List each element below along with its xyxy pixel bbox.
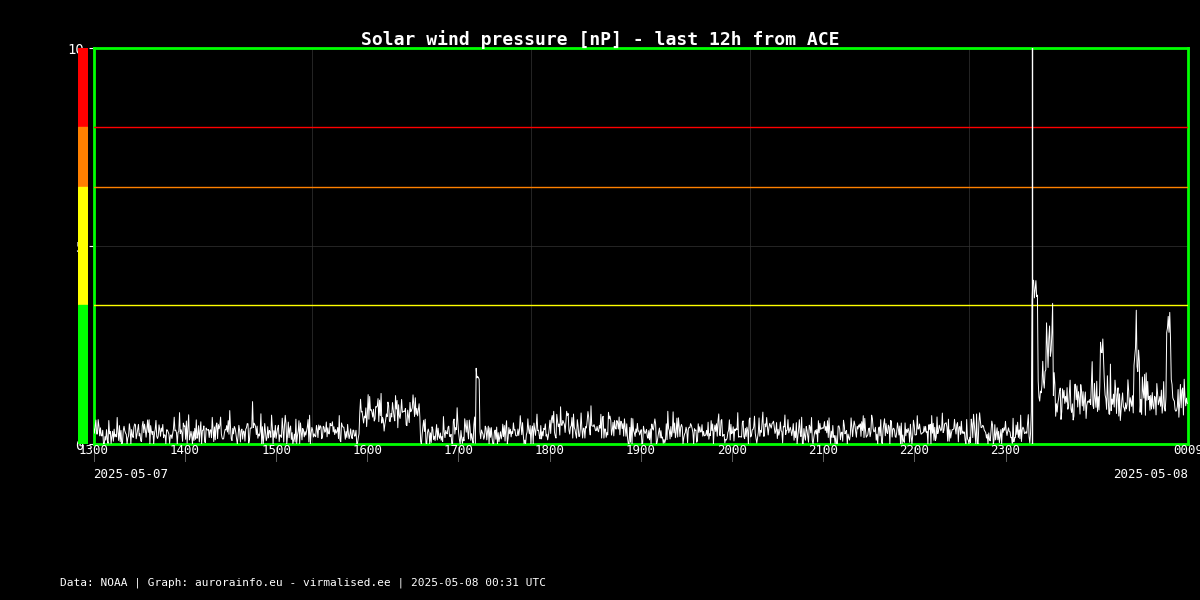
Text: 2000: 2000: [716, 444, 746, 457]
Text: 1400: 1400: [169, 444, 199, 457]
Bar: [78, 127, 88, 187]
Text: 2025-05-08: 2025-05-08: [1114, 468, 1188, 481]
Text: 2200: 2200: [900, 444, 930, 457]
Bar: [78, 187, 88, 305]
Bar: [78, 305, 88, 444]
Text: 2300: 2300: [990, 444, 1020, 457]
Text: 1900: 1900: [626, 444, 656, 457]
Text: 1300: 1300: [79, 444, 109, 457]
Text: Solar wind pressure [nP] - last 12h from ACE: Solar wind pressure [nP] - last 12h from…: [361, 30, 839, 49]
Text: 2100: 2100: [809, 444, 839, 457]
Text: 1600: 1600: [353, 444, 383, 457]
Text: 1700: 1700: [443, 444, 473, 457]
Text: Data: NOAA | Graph: aurorainfo.eu - virmalised.ee | 2025-05-08 00:31 UTC: Data: NOAA | Graph: aurorainfo.eu - virm…: [60, 577, 546, 588]
Text: 1500: 1500: [262, 444, 292, 457]
Text: 1800: 1800: [535, 444, 565, 457]
Text: 0009: 0009: [1174, 444, 1200, 457]
Text: 2025-05-07: 2025-05-07: [94, 468, 169, 481]
Bar: [78, 48, 88, 127]
